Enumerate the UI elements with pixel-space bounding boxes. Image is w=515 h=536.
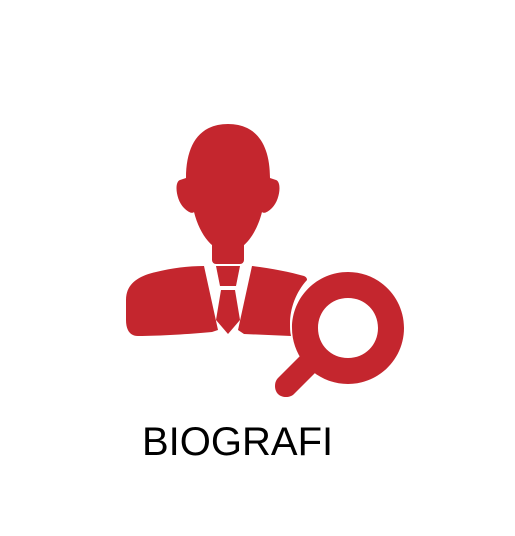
caption-label: BIOGRAFI — [142, 420, 334, 464]
